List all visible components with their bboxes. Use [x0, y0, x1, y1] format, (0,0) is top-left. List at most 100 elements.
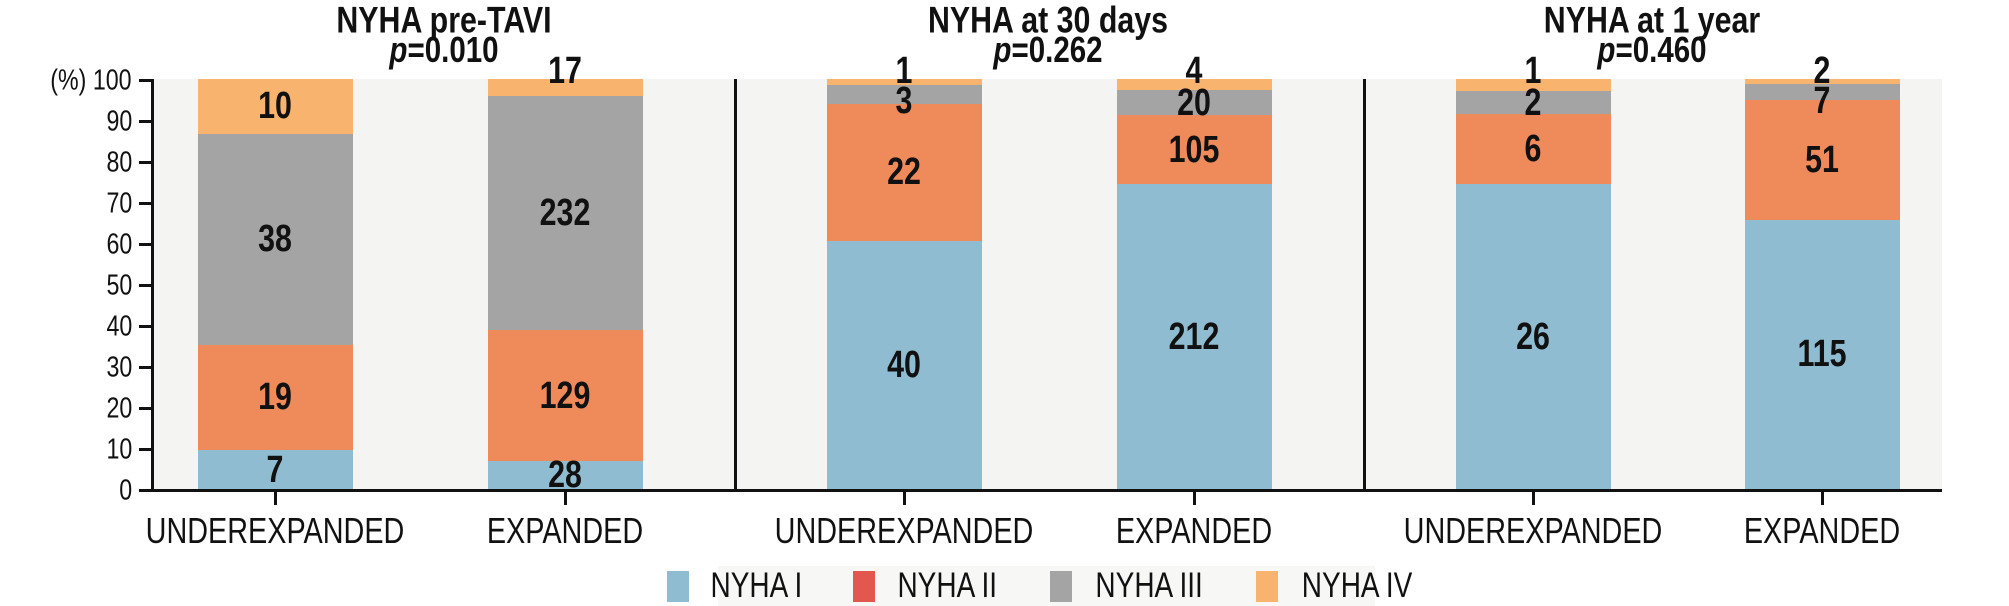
value-label-nyha-iv-text: 1	[895, 50, 913, 92]
value-label-nyha-ii-text: 51	[1805, 138, 1839, 181]
value-label-nyha-iii-text: 2	[1524, 81, 1542, 124]
legend-swatch-nyha-iii-icon	[1049, 570, 1072, 602]
y-axis-tick-label-text: 20	[106, 392, 132, 424]
y-axis-tick-label: (%) 100	[30, 66, 132, 95]
value-label-nyha-ii: 6	[1522, 130, 1543, 168]
x-category-label: UNDEREXPANDED	[742, 513, 1065, 549]
x-category-label: UNDEREXPANDED	[1371, 513, 1694, 549]
y-axis-tick	[139, 448, 151, 451]
y-axis-tick-label-text: 70	[106, 187, 132, 219]
panel-title: NYHA at 30 days	[902, 2, 1195, 39]
y-axis-tick-label-text: 30	[106, 351, 132, 383]
y-axis-tick-label-text: 0	[119, 474, 132, 506]
value-label-nyha-iv-text: 4	[1185, 50, 1203, 92]
y-axis-tick-label: 60	[100, 230, 132, 259]
panel-p-value: p=0.460	[1585, 32, 1718, 68]
value-label-nyha-i-text: 212	[1168, 315, 1220, 358]
bar-segment-nyha-i	[1744, 219, 1900, 489]
bar-segment-nyha-iv	[487, 79, 643, 97]
value-label-nyha-iii-text: 232	[539, 192, 591, 235]
value-label-nyha-i: 7	[264, 451, 285, 489]
y-axis-tick	[139, 79, 151, 82]
y-axis-tick-label-text: 80	[106, 146, 132, 178]
value-label-nyha-iii: 232	[533, 194, 596, 232]
x-category-label-text: EXPANDED	[486, 510, 644, 551]
value-label-nyha-iii-text: 3	[895, 80, 913, 122]
y-axis-tick-label: 20	[100, 394, 132, 423]
value-label-nyha-i: 40	[883, 346, 925, 384]
x-axis-tick	[902, 492, 906, 505]
value-label-nyha-iv: 4	[1183, 52, 1204, 90]
value-label-nyha-iv-text: 1	[1524, 50, 1542, 92]
y-axis-tick-label: 10	[100, 435, 132, 464]
bar-segment-nyha-i	[1116, 184, 1272, 489]
y-axis-tick-label: 50	[100, 271, 132, 300]
y-axis-tick	[139, 489, 151, 492]
legend-label: NYHA II	[897, 566, 998, 605]
y-axis-tick-label: 0	[116, 476, 132, 505]
x-axis-tick	[1820, 492, 1824, 505]
panel-p-value: p=0.262	[981, 32, 1114, 68]
value-label-nyha-i: 26	[1512, 318, 1554, 356]
value-label-nyha-iv: 1	[893, 52, 914, 90]
y-axis-tick-label-text: 40	[106, 310, 132, 342]
panel-p-value-text: p=0.010	[389, 32, 498, 68]
bar-segment-nyha-iii	[826, 85, 982, 104]
x-category-label-text: UNDEREXPANDED	[1403, 510, 1663, 551]
legend-item-nyha-i: NYHA I	[666, 566, 814, 606]
value-label-nyha-iv-text: 17	[548, 50, 582, 92]
value-label-nyha-iii-text: 7	[1813, 80, 1831, 122]
y-axis-tick	[139, 243, 151, 246]
bar-segment-nyha-i	[1455, 184, 1611, 489]
value-label-nyha-i: 212	[1162, 318, 1225, 356]
bar-segment-nyha-iv	[1116, 79, 1272, 91]
panel-divider	[1363, 79, 1366, 489]
y-axis-tick	[139, 325, 151, 328]
value-label-nyha-iii: 3	[893, 82, 914, 120]
value-label-nyha-ii-text: 22	[887, 151, 921, 194]
x-category-label-text: EXPANDED	[1115, 510, 1273, 551]
x-axis-tick	[563, 492, 567, 505]
panel-p-value-text-inner: p=0.460	[1597, 29, 1707, 70]
bar-segment-nyha-iii	[197, 133, 353, 345]
panel-title: NYHA at 1 year	[1520, 2, 1784, 39]
value-label-nyha-ii-text: 129	[539, 374, 591, 417]
value-label-nyha-i-text: 28	[548, 453, 582, 496]
value-label-nyha-iii-text: 20	[1177, 81, 1211, 124]
y-axis-tick-label-text: 60	[106, 228, 132, 260]
x-category-label-text: UNDEREXPANDED	[145, 510, 405, 551]
value-label-nyha-ii-text: 105	[1168, 128, 1220, 171]
bar-segment-nyha-i	[487, 460, 643, 489]
plot-area	[154, 79, 1942, 489]
y-axis-tick	[139, 407, 151, 410]
y-axis-line	[151, 79, 154, 492]
value-label-nyha-ii: 51	[1801, 141, 1843, 179]
y-axis-tick-label-text: 50	[106, 269, 132, 301]
bar-segment-nyha-iii	[487, 96, 643, 331]
value-label-nyha-i-text: 26	[1516, 315, 1550, 358]
x-category-label: EXPANDED	[1724, 513, 1919, 549]
panel-title-text: NYHA pre-TAVI	[336, 0, 552, 41]
bar-segment-nyha-ii	[197, 344, 353, 451]
y-axis-tick	[139, 366, 151, 369]
value-label-nyha-ii: 19	[254, 378, 296, 416]
x-category-label-text: UNDEREXPANDED	[774, 510, 1034, 551]
y-axis-tick	[139, 202, 151, 205]
value-label-nyha-iv-text: 2	[1813, 50, 1831, 92]
value-label-nyha-iv: 1	[1522, 52, 1543, 90]
value-label-nyha-i: 28	[544, 456, 586, 494]
bar-segment-nyha-ii	[1116, 114, 1272, 185]
x-axis-tick	[273, 492, 277, 505]
x-axis-tick	[1192, 492, 1196, 505]
x-category-label: UNDEREXPANDED	[113, 513, 436, 549]
x-category-label-text: EXPANDED	[1743, 510, 1901, 551]
value-label-nyha-iii: 20	[1173, 84, 1215, 122]
y-axis-tick	[139, 284, 151, 287]
p-italic: p	[993, 29, 1012, 70]
x-category-label: EXPANDED	[467, 513, 662, 549]
legend-label: NYHA III	[1095, 566, 1203, 605]
y-axis-tick-label-text: (%) 100	[50, 64, 132, 96]
y-axis-tick	[139, 161, 151, 164]
panel-p-value-text: p=0.460	[1597, 32, 1706, 68]
